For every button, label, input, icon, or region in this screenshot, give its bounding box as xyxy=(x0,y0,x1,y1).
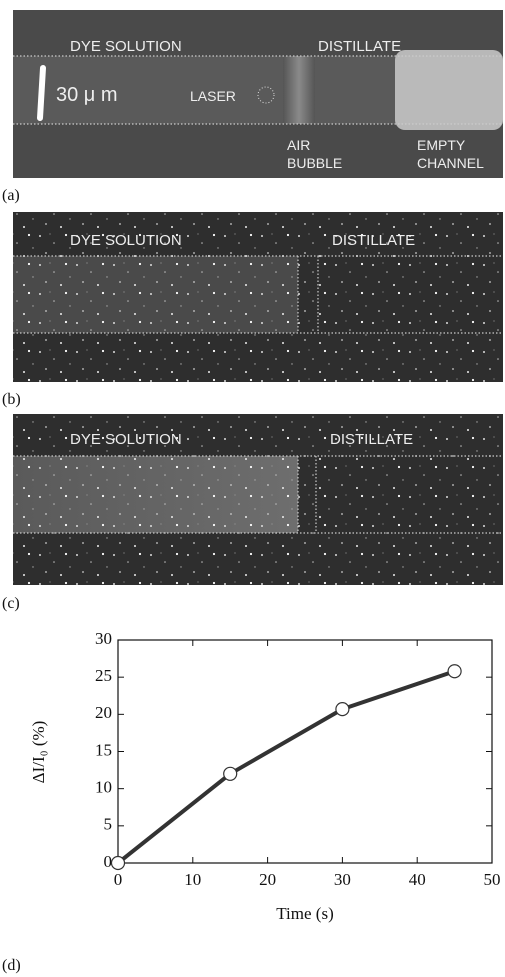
x-axis-label: Time (s) xyxy=(276,904,333,923)
data-line xyxy=(118,671,455,863)
x-tick-label: 0 xyxy=(114,870,123,889)
data-point xyxy=(112,857,125,870)
label: DYE SOLUTION xyxy=(70,232,182,249)
y-tick-label: 0 xyxy=(104,852,113,871)
panel-b: DYE SOLUTION DISTILLATE (b) xyxy=(2,212,503,408)
data-point xyxy=(448,665,461,678)
label: DISTILLATE xyxy=(330,431,413,448)
data-point xyxy=(224,767,237,780)
panel-label: (c) xyxy=(2,595,20,612)
y-tick-label: 15 xyxy=(95,740,112,759)
label: BUBBLE xyxy=(287,155,342,171)
label: DISTILLATE xyxy=(318,38,401,55)
panel-a: DYE SOLUTION DISTILLATE 30 μ m LASER AIR… xyxy=(2,10,503,204)
y-tick-label: 30 xyxy=(95,629,112,648)
y-tick-label: 5 xyxy=(104,815,113,834)
scale-bar xyxy=(40,68,43,118)
plot-frame xyxy=(118,640,492,863)
y-axis-label: ΔI/I₀ (%) xyxy=(29,721,48,784)
y-tick-label: 20 xyxy=(95,703,112,722)
chart: Time (s) ΔI/I₀ (%) (d) 0 10 20 30 40 50 0 5 10 15… xyxy=(2,629,501,974)
x-tick-label: 50 xyxy=(484,870,501,889)
label: DYE SOLUTION xyxy=(70,431,182,448)
y-tick-label: 10 xyxy=(95,778,112,797)
label: AIR xyxy=(287,137,310,153)
panel-c: DYE SOLUTION DISTILLATE (c) xyxy=(2,414,503,612)
empty-channel xyxy=(395,50,503,130)
x-tick-label: 20 xyxy=(259,870,276,889)
data-point xyxy=(336,703,349,716)
label: DYE SOLUTION xyxy=(70,38,182,55)
panel-label: (a) xyxy=(2,187,20,204)
label: LASER xyxy=(190,88,236,104)
x-tick-label: 10 xyxy=(184,870,201,889)
panel-label: (d) xyxy=(2,957,21,974)
figure: DYE SOLUTION DISTILLATE 30 μ m LASER AIR… xyxy=(0,0,505,977)
label: CHANNEL xyxy=(417,155,484,171)
x-tick-label: 30 xyxy=(334,870,351,889)
label: EMPTY xyxy=(417,137,466,153)
panel-label: (b) xyxy=(2,391,21,408)
label: 30 μ m xyxy=(56,84,118,106)
y-tick-label: 25 xyxy=(95,666,112,685)
air-bubble xyxy=(283,56,315,124)
label: DISTILLATE xyxy=(332,232,415,249)
x-tick-label: 40 xyxy=(409,870,426,889)
